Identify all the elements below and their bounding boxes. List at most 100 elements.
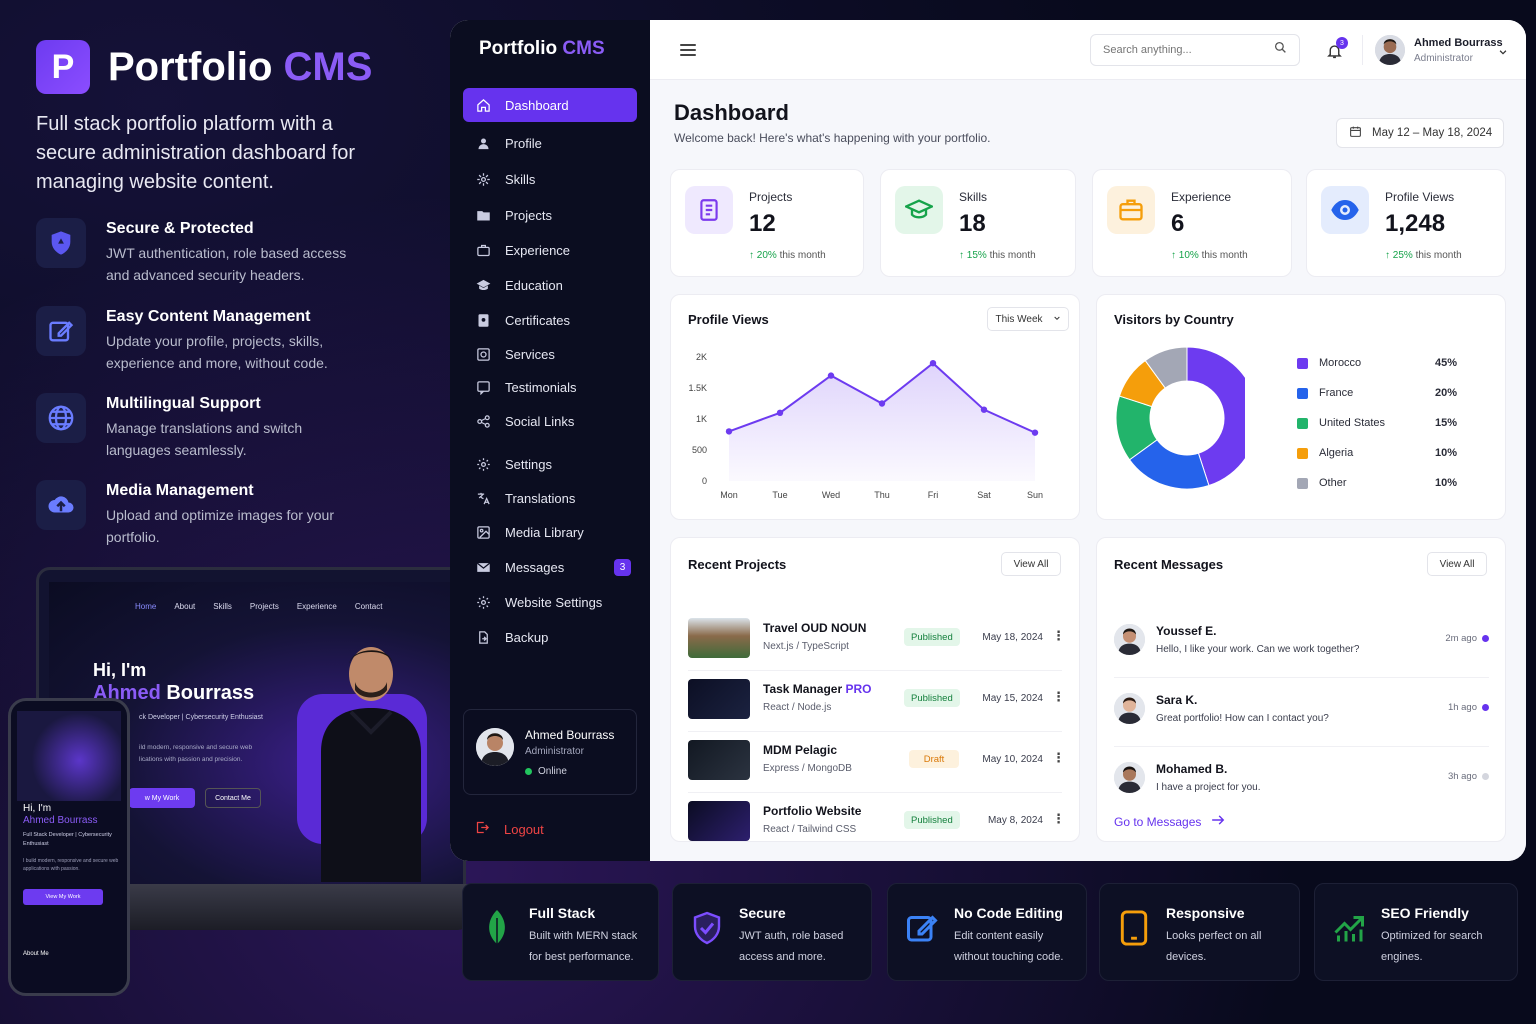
sidebar-item-education[interactable]: Education <box>463 268 637 302</box>
stat-card-profile-views[interactable]: Profile Views 1,248 ↑ 25% this month <box>1306 169 1506 277</box>
stat-label: Projects <box>749 190 793 204</box>
sidebar-item-messages[interactable]: Messages 3 <box>463 550 637 584</box>
sidebar-brand[interactable]: Portfolio CMS <box>479 38 605 60</box>
legend-swatch <box>1297 477 1308 489</box>
topbar-user-name[interactable]: Ahmed Bourrass <box>1414 37 1503 49</box>
laptop-name: Ahmed Bourrass <box>93 682 254 705</box>
legend-swatch <box>1297 447 1308 459</box>
message-preview: I have a project for you. <box>1156 782 1261 793</box>
feature-card: Secure JWT auth, role based access and mo… <box>672 883 872 981</box>
phone-view-work-button: View My Work <box>23 889 103 905</box>
project-thumbnail <box>688 801 750 841</box>
message-time: 3h ago <box>1447 771 1477 782</box>
sidebar-item-translations[interactable]: Translations <box>463 481 637 515</box>
data-point <box>929 360 937 367</box>
more-vertical-icon[interactable]: ⋮ <box>1052 689 1065 704</box>
skills-icon <box>475 171 491 187</box>
sidebar-item-skills[interactable]: Skills <box>463 162 637 196</box>
date-range-picker[interactable]: May 12 – May 18, 2024 <box>1336 118 1504 148</box>
logout-button[interactable]: Logout <box>475 820 544 838</box>
message-row[interactable]: Sara K. Great portfolio! How can I contac… <box>1114 693 1489 759</box>
stat-card-skills[interactable]: Skills 18 ↑ 15% this month <box>880 169 1076 277</box>
stat-value: 6 <box>1171 210 1185 237</box>
sidebar-item-settings[interactable]: Settings <box>463 447 637 481</box>
range-select[interactable]: This Week <box>987 307 1069 331</box>
stat-delta-value: 10% <box>1178 250 1199 261</box>
message-row[interactable]: Youssef E. Hello, I like your work. Can w… <box>1114 624 1489 690</box>
translate-icon <box>475 490 491 506</box>
project-thumbnail <box>688 679 750 719</box>
sidebar-item-certificates[interactable]: Certificates <box>463 303 637 337</box>
sidebar-item-dashboard[interactable]: Dashboard <box>463 88 637 122</box>
avatar[interactable] <box>1375 35 1405 65</box>
avatar <box>1114 624 1145 655</box>
chevron-down-icon <box>1053 314 1061 325</box>
legend-item: United States 15% <box>1297 417 1457 429</box>
sidebar-item-media-library[interactable]: Media Library <box>463 515 637 549</box>
message-preview: Great portfolio! How can I contact you? <box>1156 713 1329 724</box>
project-row[interactable]: Portfolio Website React / Tailwind CSS Pu… <box>688 801 1065 861</box>
search-box[interactable] <box>1090 34 1300 66</box>
search-input[interactable] <box>1103 44 1253 56</box>
x-tick-label: Thu <box>874 490 890 500</box>
backup-icon <box>475 629 491 645</box>
project-row[interactable]: Travel OUD NOUN Next.js / TypeScript Publ… <box>688 618 1065 678</box>
sidebar-item-services[interactable]: Services <box>463 337 637 371</box>
feature-content: Easy Content Management Update your profi… <box>36 306 366 374</box>
y-tick-label: 1K <box>696 414 707 424</box>
search-icon[interactable] <box>1274 41 1287 59</box>
feature-card-desc: Built with MERN stack for best performan… <box>529 930 638 963</box>
sidebar-user-role: Administrator <box>525 746 584 757</box>
chart-title: Visitors by Country <box>1114 312 1234 327</box>
stat-delta-value: 15% <box>966 250 987 261</box>
more-vertical-icon[interactable]: ⋮ <box>1052 628 1065 643</box>
briefcase-icon <box>475 242 491 258</box>
sidebar-item-label: Dashboard <box>505 97 569 113</box>
sidebar-item-testimonials[interactable]: Testimonials <box>463 370 637 404</box>
image-icon <box>475 524 491 540</box>
project-row[interactable]: Task Manager PRO React / Node.js Published… <box>688 679 1065 739</box>
sidebar-user-card[interactable]: Ahmed Bourrass Administrator Online <box>463 709 637 795</box>
message-preview: Hello, I like your work. Can we work tog… <box>1156 644 1360 655</box>
phone-hi: Hi, I'm <box>23 803 52 814</box>
sidebar-item-backup[interactable]: Backup <box>463 620 637 654</box>
stat-delta: ↑ 25% this month <box>1385 250 1462 261</box>
status-badge: Draft <box>909 750 959 768</box>
go-to-messages-label: Go to Messages <box>1114 814 1202 829</box>
recent-projects-card: Recent Projects View All Travel OUD NOUN… <box>670 537 1080 842</box>
stat-label: Experience <box>1171 190 1232 204</box>
feature-card: SEO Friendly Optimized for search engines… <box>1314 883 1518 981</box>
sidebar-item-social-links[interactable]: Social Links <box>463 404 637 438</box>
x-tick-label: Fri <box>928 490 939 500</box>
stat-period: this month <box>989 250 1036 261</box>
more-vertical-icon[interactable]: ⋮ <box>1052 811 1065 826</box>
project-row[interactable]: MDM Pelagic Express / MongoDB Draft May 10… <box>688 740 1065 800</box>
data-point <box>776 409 784 416</box>
gear-icon <box>475 594 491 610</box>
area-fill <box>729 363 1035 481</box>
sidebar-item-label: Media Library <box>505 524 584 540</box>
sidebar-item-profile[interactable]: Profile <box>463 126 637 160</box>
sidebar-item-projects[interactable]: Projects <box>463 198 637 232</box>
message-sender: Mohamed B. <box>1156 762 1228 776</box>
project-name-text: Task Manager <box>763 682 843 696</box>
chart-title: Profile Views <box>688 312 769 327</box>
project-name-text: MDM Pelagic <box>763 743 838 757</box>
divider <box>1362 35 1363 65</box>
brand-name-text: Portfolio <box>108 44 273 89</box>
project-name: Task Manager PRO <box>763 682 872 696</box>
more-vertical-icon[interactable]: ⋮ <box>1052 750 1065 765</box>
menu-toggle-icon[interactable] <box>680 44 696 56</box>
message-row[interactable]: Mohamed B. I have a project for you. 3h ag… <box>1114 762 1489 828</box>
stat-card-projects[interactable]: Projects 12 ↑ 20% this month <box>670 169 864 277</box>
laptop-view-work-button: w My Work <box>129 788 195 808</box>
sidebar-item-website-settings[interactable]: Website Settings <box>463 585 637 619</box>
project-name-text: Travel OUD NOUN <box>763 621 867 635</box>
sidebar-item-experience[interactable]: Experience <box>463 233 637 267</box>
projects-view-all-button[interactable]: View All <box>1001 552 1061 576</box>
stat-card-experience[interactable]: Experience 6 ↑ 10% this month <box>1092 169 1292 277</box>
online-dot <box>525 768 532 775</box>
go-to-messages-link[interactable]: Go to Messages <box>1114 814 1225 829</box>
messages-view-all-button[interactable]: View All <box>1427 552 1487 576</box>
chevron-down-icon[interactable] <box>1498 44 1508 62</box>
